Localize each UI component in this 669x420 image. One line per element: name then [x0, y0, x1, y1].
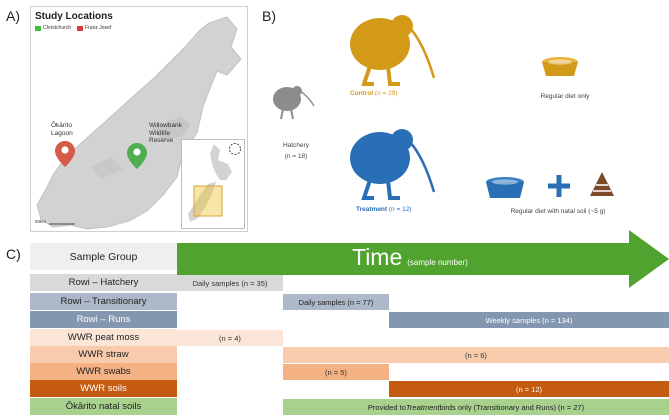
timeline-segment: Daily samples (n = 77)	[283, 294, 389, 310]
segment-text-pre: Provided to	[367, 402, 406, 412]
treatment-kiwi-icon	[350, 129, 436, 200]
time-arrow-icon	[177, 230, 669, 288]
willowbank-pin-icon	[127, 143, 147, 169]
legend-item-franz-josef: Franz Josef	[77, 25, 111, 31]
hatchery-kiwi-icon	[273, 86, 315, 120]
soil-pile-icon	[590, 172, 614, 196]
timeline-segment: (n = 6)	[283, 347, 669, 363]
legend-item-christchurch: Christchurch	[35, 25, 71, 31]
willowbank-label-line1: Willowbank	[149, 122, 182, 129]
timeline-segment: (n = 12)	[389, 381, 669, 397]
control-label-n: (n = 29)	[374, 90, 398, 97]
table-row: Rowi – Transitionary Daily samples (n = 7…	[30, 293, 669, 310]
scale-label: 50km	[35, 219, 47, 224]
okarito-label-line1: Ōkārito	[51, 122, 72, 129]
row-label: WWR soils	[30, 380, 177, 397]
segment-text-post: birds only (Transitionary and Runs) (n =…	[439, 402, 585, 412]
willowbank-label: Willowbank Wildlife Reserve	[149, 122, 182, 145]
willowbank-label-line2: Wildlife	[149, 129, 170, 137]
compass-icon	[229, 143, 241, 155]
sample-group-header: Sample Group	[30, 243, 177, 270]
inset-highlight-box	[193, 185, 223, 217]
legend-label: Franz Josef	[85, 25, 112, 31]
hatchery-label: Hatchery (n = 18)	[276, 142, 316, 160]
time-label-text: Time	[352, 244, 403, 270]
hatchery-label-n: (n = 18)	[284, 153, 308, 160]
timeline-segment: Provided to Treatment birds only (Transi…	[283, 399, 669, 415]
row-label: Ōkārito natal soils	[30, 398, 177, 415]
panel-a-letter: A)	[6, 8, 20, 24]
time-label-sub: (sample number)	[407, 258, 468, 267]
table-row: WWR straw (n = 6)	[30, 346, 669, 363]
south-island-map	[36, 16, 242, 230]
plus-icon	[548, 175, 570, 197]
row-label: WWR straw	[30, 346, 177, 363]
table-row: Rowi – Runs Weekly samples (n = 134)	[30, 311, 669, 328]
nz-inset-shape	[188, 144, 232, 222]
treatment-label: Treatment (n = 12)	[356, 206, 411, 213]
treatment-diet-label: Regular diet with natal soil (~5 g)	[510, 208, 606, 215]
legend-swatch-red	[77, 25, 84, 31]
row-label: WWR peat moss	[30, 329, 177, 346]
timeline-segment: Daily samples (n = 35)	[177, 275, 283, 291]
table-row: WWR soils (n = 12)	[30, 380, 669, 397]
row-label: Rowi – Hatchery	[30, 274, 177, 291]
food-bowl-icon	[486, 177, 524, 198]
willowbank-label-line3: Reserve	[149, 137, 174, 144]
segment-text-emphasis: Treatment	[405, 402, 440, 412]
map-legend: Christchurch Franz Josef	[35, 25, 111, 31]
table-row: Rowi – Hatchery Daily samples (n = 35)	[30, 274, 669, 291]
food-bowl-icon	[542, 57, 578, 76]
control-label: Control (n = 29)	[350, 90, 398, 97]
map-title: Study Locations	[35, 11, 113, 22]
control-kiwi-icon	[350, 15, 436, 86]
row-label: WWR swabs	[30, 363, 177, 380]
treatment-label-text: Treatment	[356, 206, 388, 213]
table-row: Ōkārito natal soils Provided to Treatment…	[30, 398, 669, 415]
row-label: Rowi – Runs	[30, 311, 177, 328]
okarito-pin-icon	[55, 141, 75, 167]
legend-swatch-green	[35, 25, 41, 31]
legend-label: Christchurch	[43, 25, 72, 31]
hatchery-label-line1: Hatchery	[282, 142, 309, 149]
table-row: WWR swabs (n = 5)	[30, 363, 669, 380]
panel-b-letter: B)	[262, 8, 276, 24]
treatment-label-n: (n = 12)	[388, 206, 412, 213]
time-label: Time (sample number)	[352, 244, 468, 271]
control-label-text: Control	[350, 90, 374, 97]
okarito-label-line2: Lagoon	[51, 129, 73, 137]
nz-inset-map	[181, 139, 245, 229]
control-diet-label: Regular diet only	[540, 93, 590, 100]
study-locations-map: Study Locations Christchurch Franz Josef…	[30, 6, 248, 232]
table-row: WWR peat moss (n = 4)	[30, 329, 669, 346]
timeline-segment: Weekly samples (n = 134)	[389, 312, 669, 328]
okarito-label: Ōkārito Lagoon	[51, 122, 73, 137]
panel-c-letter: C)	[6, 246, 21, 262]
timeline-segment: (n = 5)	[283, 364, 389, 380]
row-label: Rowi – Transitionary	[30, 293, 177, 310]
timeline-segment: (n = 4)	[177, 330, 283, 346]
